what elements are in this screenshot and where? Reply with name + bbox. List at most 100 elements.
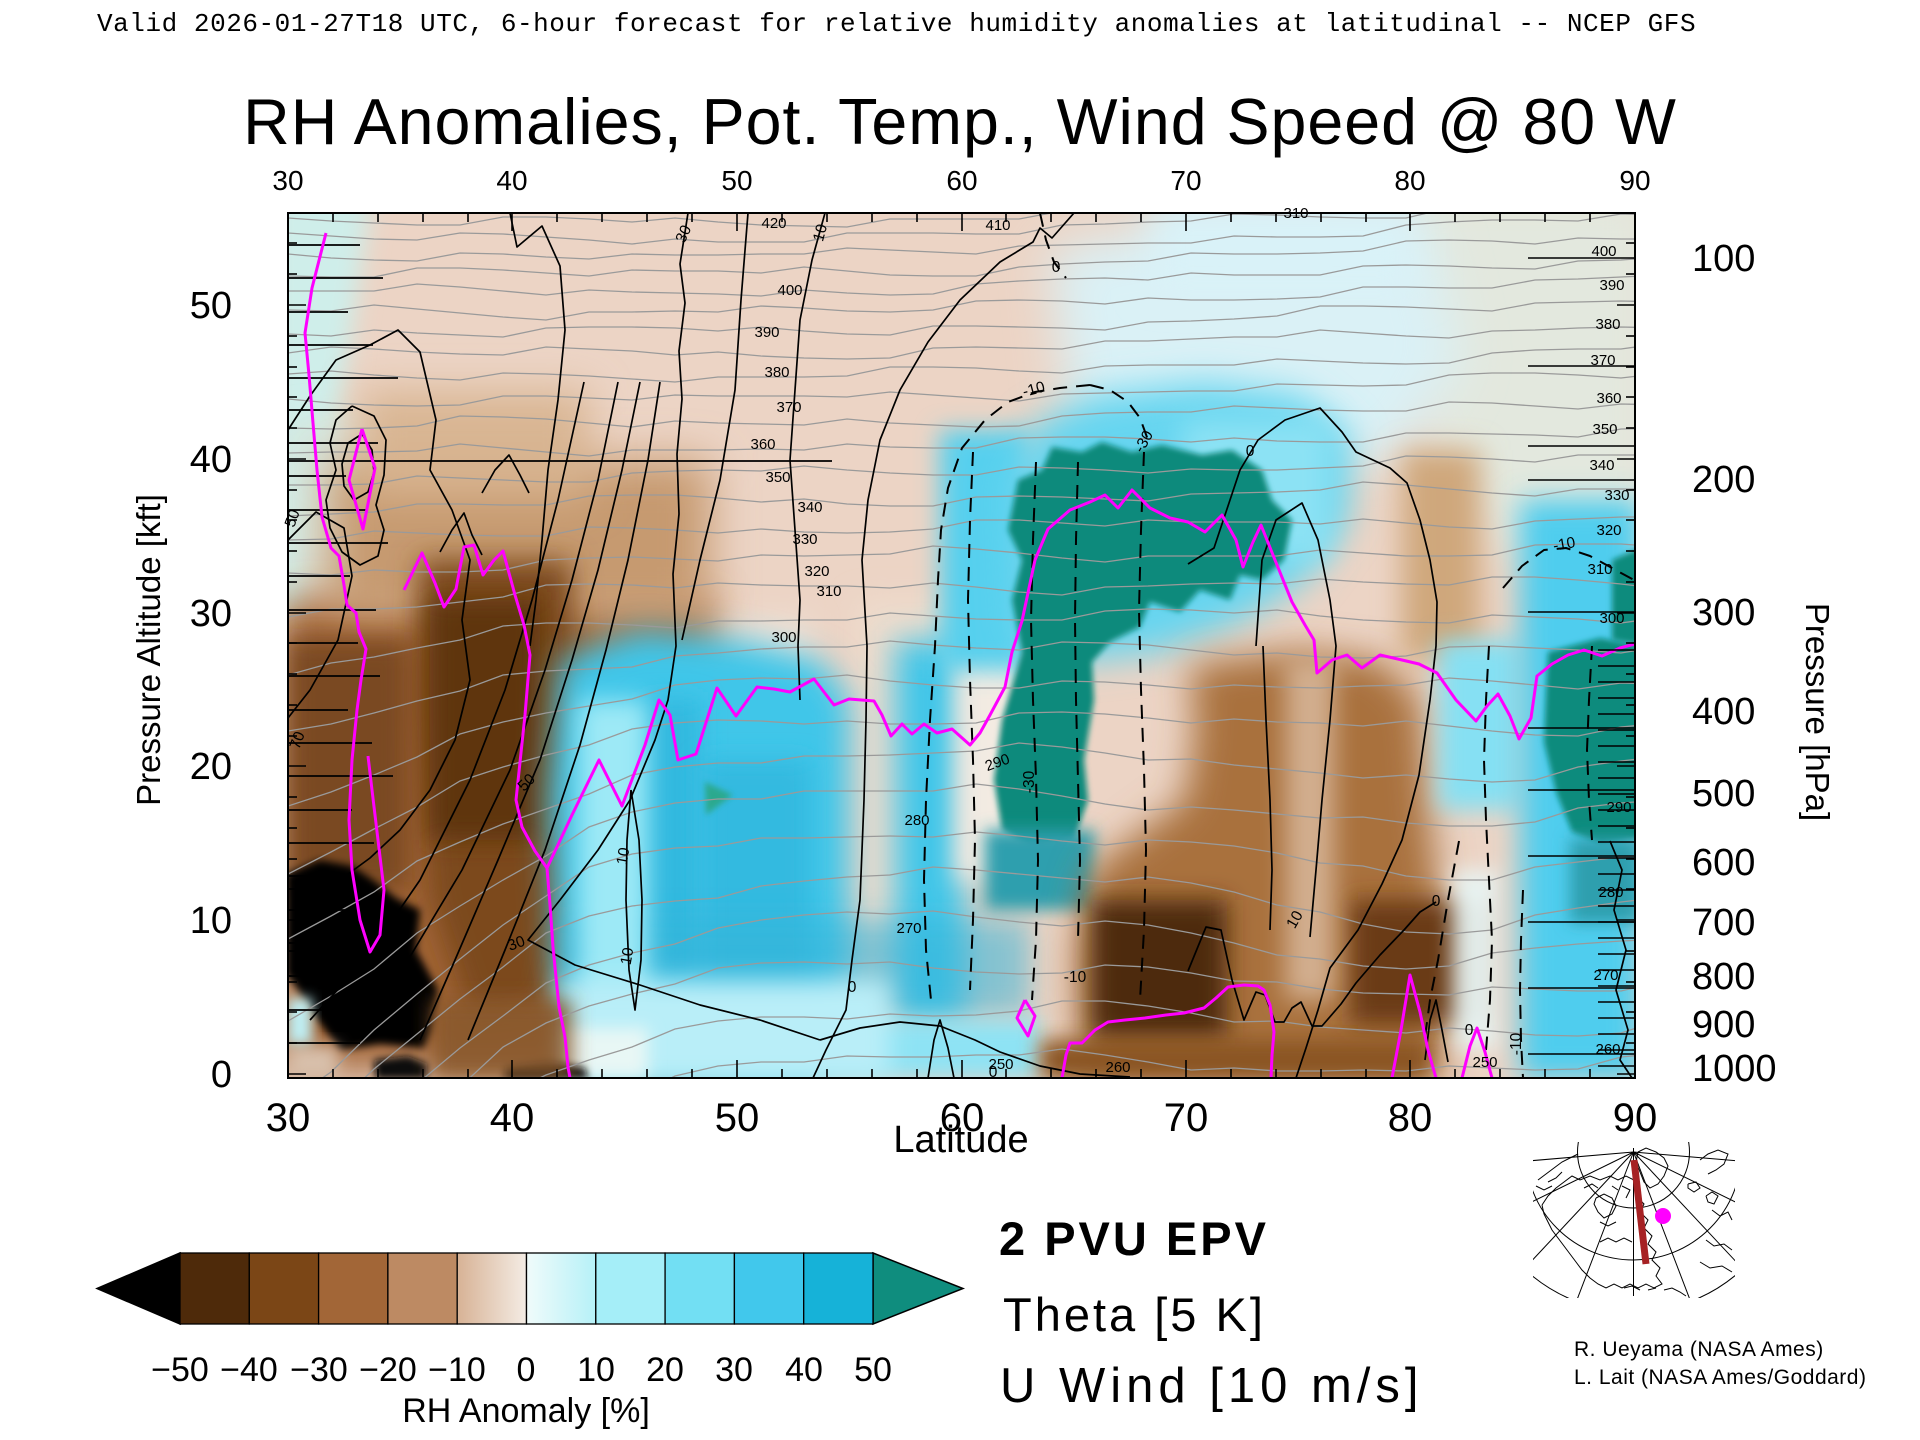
svg-text:−30: −30 <box>290 1351 348 1389</box>
svg-text:2 PVU EPV: 2 PVU EPV <box>999 1212 1269 1265</box>
svg-text:0: 0 <box>848 979 857 996</box>
svg-text:90: 90 <box>1613 1096 1658 1140</box>
svg-text:−10: −10 <box>428 1351 486 1389</box>
svg-text:30: 30 <box>266 1096 311 1140</box>
svg-text:30: 30 <box>715 1351 753 1389</box>
svg-text:340: 340 <box>797 499 822 516</box>
svg-text:1000: 1000 <box>1692 1048 1777 1090</box>
svg-text:360: 360 <box>1596 390 1621 407</box>
svg-text:10: 10 <box>1283 908 1307 932</box>
svg-text:400: 400 <box>1692 691 1755 733</box>
svg-text:280: 280 <box>904 812 929 829</box>
svg-text:−20: −20 <box>359 1351 417 1389</box>
svg-text:600: 600 <box>1692 842 1755 884</box>
svg-text:20: 20 <box>646 1351 684 1389</box>
svg-text:270: 270 <box>1593 967 1618 984</box>
svg-text:Pressure Altitude [kft]: Pressure Altitude [kft] <box>130 494 167 806</box>
svg-text:50: 50 <box>715 1096 760 1140</box>
svg-text:0: 0 <box>1246 443 1255 460</box>
svg-text:350: 350 <box>765 469 790 486</box>
svg-text:100: 100 <box>1692 238 1755 280</box>
svg-text:-10: -10 <box>1064 969 1087 986</box>
svg-text:60: 60 <box>946 165 977 196</box>
svg-text:-10: -10 <box>1021 378 1047 400</box>
svg-text:360: 360 <box>750 436 775 453</box>
svg-text:370: 370 <box>776 399 801 416</box>
svg-text:410: 410 <box>985 217 1010 234</box>
svg-text:320: 320 <box>804 563 829 580</box>
svg-text:40: 40 <box>785 1351 823 1389</box>
svg-text:0: 0 <box>211 1054 232 1096</box>
svg-text:340: 340 <box>1589 457 1614 474</box>
svg-text:RH Anomaly [%]: RH Anomaly [%] <box>402 1392 650 1430</box>
svg-text:380: 380 <box>1595 316 1620 333</box>
svg-text:−50: −50 <box>151 1351 209 1389</box>
svg-text:250: 250 <box>988 1056 1013 1073</box>
svg-text:200: 200 <box>1692 459 1755 501</box>
svg-text:80: 80 <box>1388 1096 1433 1140</box>
svg-text:10: 10 <box>810 222 831 243</box>
svg-text:Theta [5 K]: Theta [5 K] <box>1003 1288 1266 1341</box>
svg-text:R. Ueyama (NASA Ames): R. Ueyama (NASA Ames) <box>1574 1338 1824 1361</box>
svg-text:800: 800 <box>1692 956 1755 998</box>
svg-text:10: 10 <box>618 946 638 966</box>
svg-text:-30: -30 <box>1021 770 1038 793</box>
svg-text:50: 50 <box>721 165 752 196</box>
svg-text:250: 250 <box>1472 1054 1497 1071</box>
svg-text:70: 70 <box>1170 165 1201 196</box>
svg-text:500: 500 <box>1692 773 1755 815</box>
svg-text:U Wind [10 m/s]: U Wind [10 m/s] <box>1000 1359 1424 1413</box>
svg-text:700: 700 <box>1692 902 1755 944</box>
svg-text:0: 0 <box>989 1064 998 1081</box>
svg-text:390: 390 <box>1599 277 1624 294</box>
svg-text:350: 350 <box>1592 421 1617 438</box>
svg-text:370: 370 <box>1590 352 1615 369</box>
svg-text:380: 380 <box>764 364 789 381</box>
svg-text:400: 400 <box>1591 243 1616 260</box>
svg-text:280: 280 <box>1598 884 1623 901</box>
svg-text:90: 90 <box>1619 165 1650 196</box>
svg-text:20: 20 <box>190 746 232 788</box>
svg-text:310: 310 <box>816 583 841 600</box>
svg-text:Latitude: Latitude <box>893 1119 1028 1161</box>
svg-text:10: 10 <box>190 900 232 942</box>
svg-text:L. Lait (NASA Ames/Goddard): L. Lait (NASA Ames/Goddard) <box>1574 1366 1866 1389</box>
svg-text:290: 290 <box>1606 799 1631 816</box>
svg-text:0: 0 <box>1052 259 1061 276</box>
svg-text:-10: -10 <box>1508 1032 1525 1055</box>
svg-text:60: 60 <box>940 1096 985 1140</box>
svg-text:900: 900 <box>1692 1004 1755 1046</box>
svg-text:270: 270 <box>896 920 921 937</box>
svg-text:330: 330 <box>792 531 817 548</box>
svg-text:300: 300 <box>1692 592 1755 634</box>
svg-text:390: 390 <box>754 324 779 341</box>
svg-text:300: 300 <box>1599 610 1624 627</box>
svg-text:40: 40 <box>496 165 527 196</box>
svg-text:320: 320 <box>1596 522 1621 539</box>
svg-text:290: 290 <box>317 976 342 993</box>
svg-text:420: 420 <box>761 215 786 232</box>
svg-text:0: 0 <box>1465 1022 1474 1039</box>
svg-text:30: 30 <box>673 222 696 245</box>
svg-text:10: 10 <box>614 846 634 866</box>
svg-text:40: 40 <box>190 439 232 481</box>
svg-text:330: 330 <box>1604 487 1629 504</box>
svg-text:400: 400 <box>777 282 802 299</box>
svg-text:30: 30 <box>190 593 232 635</box>
svg-text:−40: −40 <box>220 1351 278 1389</box>
svg-text:40: 40 <box>490 1096 535 1140</box>
svg-text:260: 260 <box>1105 1059 1130 1076</box>
svg-text:300: 300 <box>771 629 796 646</box>
svg-text:30: 30 <box>505 933 527 955</box>
svg-text:-10: -10 <box>1552 534 1577 555</box>
svg-text:50: 50 <box>190 285 232 327</box>
svg-text:260: 260 <box>1595 1041 1620 1058</box>
svg-text:30: 30 <box>272 165 303 196</box>
svg-text:0: 0 <box>1432 893 1441 910</box>
svg-text:RH Anomalies, Pot. Temp., Wind: RH Anomalies, Pot. Temp., Wind Speed @ 8… <box>243 86 1677 158</box>
svg-text:Valid 2026-01-27T18 UTC, 6-hou: Valid 2026-01-27T18 UTC, 6-hour forecast… <box>97 9 1696 39</box>
svg-text:70: 70 <box>287 729 309 751</box>
svg-text:10: 10 <box>577 1351 615 1389</box>
svg-text:Pressure [hPa]: Pressure [hPa] <box>1799 603 1836 821</box>
svg-text:0: 0 <box>517 1351 536 1389</box>
